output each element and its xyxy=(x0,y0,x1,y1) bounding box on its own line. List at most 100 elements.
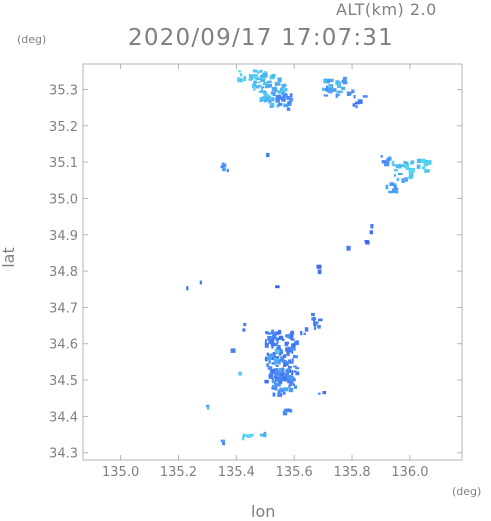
echo-pixel xyxy=(317,269,322,275)
echo-pixel xyxy=(276,383,281,387)
echo-cell xyxy=(275,285,280,289)
echo-pixel xyxy=(318,392,321,395)
echo-pixel xyxy=(186,286,189,291)
echo-pixel xyxy=(277,90,282,94)
echo-cell xyxy=(237,70,247,83)
echo-pixel xyxy=(270,355,275,358)
echo-pixel xyxy=(313,321,317,326)
echo-pixel xyxy=(328,87,333,91)
echo-pixel xyxy=(277,392,283,397)
echo-pixel xyxy=(269,75,274,80)
echo-pixel xyxy=(269,373,274,378)
echo-pixel xyxy=(260,77,266,82)
echo-pixel xyxy=(251,83,255,88)
echo-pixel xyxy=(238,371,242,376)
echo-pixel xyxy=(275,364,279,367)
y-tick-label: 34.5 xyxy=(49,374,78,389)
echo-pixel xyxy=(365,241,370,245)
echo-cell xyxy=(242,322,247,332)
x-axis: 135.0 135.2 135.4 135.6 135.8 136.0 xyxy=(102,64,429,480)
echo-cell xyxy=(316,264,322,275)
echo-pixel xyxy=(273,332,277,337)
echo-pixel xyxy=(264,97,269,102)
echo-pixel xyxy=(323,79,328,82)
echo-pixel xyxy=(289,361,294,364)
echo-pixel xyxy=(395,164,401,169)
echo-cell xyxy=(271,367,297,397)
echo-pixel xyxy=(295,371,300,376)
echo-pixel xyxy=(272,392,276,397)
y-tick-label: 35.2 xyxy=(49,120,78,135)
echo-pixel xyxy=(273,368,279,373)
echo-pixel xyxy=(282,359,287,363)
echo-pixel xyxy=(278,349,284,354)
echo-pixel xyxy=(255,75,259,79)
echo-pixel xyxy=(323,94,329,97)
echo-pixel xyxy=(277,77,282,82)
echo-pixel xyxy=(362,95,368,98)
echo-pixel xyxy=(266,332,272,335)
echo-pixel xyxy=(411,168,415,173)
echo-pixel xyxy=(285,369,289,372)
echo-pixel xyxy=(393,173,396,177)
echo-pixel xyxy=(283,104,289,107)
echo-pixel xyxy=(261,96,267,100)
echo-pixel xyxy=(264,100,267,103)
echo-pixel xyxy=(250,433,254,437)
echo-pixel xyxy=(253,86,256,91)
echo-pixel xyxy=(267,83,272,88)
y-tick-label: 34.3 xyxy=(49,447,78,462)
echo-pixel xyxy=(387,156,392,161)
echo-pixel xyxy=(274,372,278,376)
echo-pixel xyxy=(280,388,285,392)
echo-pixel xyxy=(268,97,272,101)
echo-pixel xyxy=(322,87,327,91)
echo-pixel xyxy=(267,80,272,83)
echo-pixel xyxy=(272,379,277,384)
echo-pixel xyxy=(278,352,282,356)
echo-pixel xyxy=(220,165,225,169)
echo-pixel xyxy=(277,329,282,335)
echo-pixel xyxy=(276,104,280,108)
echo-pixel xyxy=(282,93,287,98)
echo-pixel xyxy=(270,357,274,361)
echo-pixel xyxy=(291,343,296,347)
y-axis-unit: (deg) xyxy=(17,33,47,46)
echo-cell xyxy=(220,162,229,173)
timestamp-title: 2020/09/17 17:07:31 xyxy=(128,25,394,51)
echo-pixel xyxy=(263,433,267,438)
echo-pixel xyxy=(245,434,248,437)
echo-pixel xyxy=(283,379,288,382)
echo-pixel xyxy=(293,341,297,345)
echo-pixel xyxy=(259,433,264,437)
echo-pixel xyxy=(276,346,280,351)
echo-pixel xyxy=(273,382,278,387)
echo-pixel xyxy=(237,77,241,82)
echo-pixel xyxy=(274,376,277,381)
y-axis: 34.3 34.4 34.5 34.6 34.7 34.8 34.9 35.0 35.1 35.2… xyxy=(49,83,462,462)
echo-pixel xyxy=(342,76,347,82)
echo-pixel xyxy=(278,359,281,365)
x-tick-label: 135.2 xyxy=(160,465,197,480)
echo-pixel xyxy=(220,439,225,443)
echo-pixel xyxy=(365,240,370,243)
echo-pixel xyxy=(281,338,285,341)
echo-pixel xyxy=(313,325,316,330)
echo-pixel xyxy=(288,384,291,388)
echo-pixel xyxy=(286,334,291,338)
echo-cell xyxy=(230,348,236,353)
echo-pixel xyxy=(283,362,287,367)
echo-pixel xyxy=(266,352,269,356)
echo-pixel xyxy=(264,93,269,97)
echo-pixel xyxy=(300,331,303,336)
y-tick-label: 34.4 xyxy=(49,410,78,425)
echo-pixel xyxy=(242,436,245,441)
echo-pixel xyxy=(291,377,294,380)
echo-pixel xyxy=(288,336,293,339)
echo-pixel xyxy=(359,100,363,104)
echo-pixel xyxy=(260,69,263,73)
echo-pixel xyxy=(369,230,373,235)
echo-pixel xyxy=(289,93,293,97)
echo-pixel xyxy=(290,338,295,341)
echo-pixel xyxy=(346,91,350,96)
